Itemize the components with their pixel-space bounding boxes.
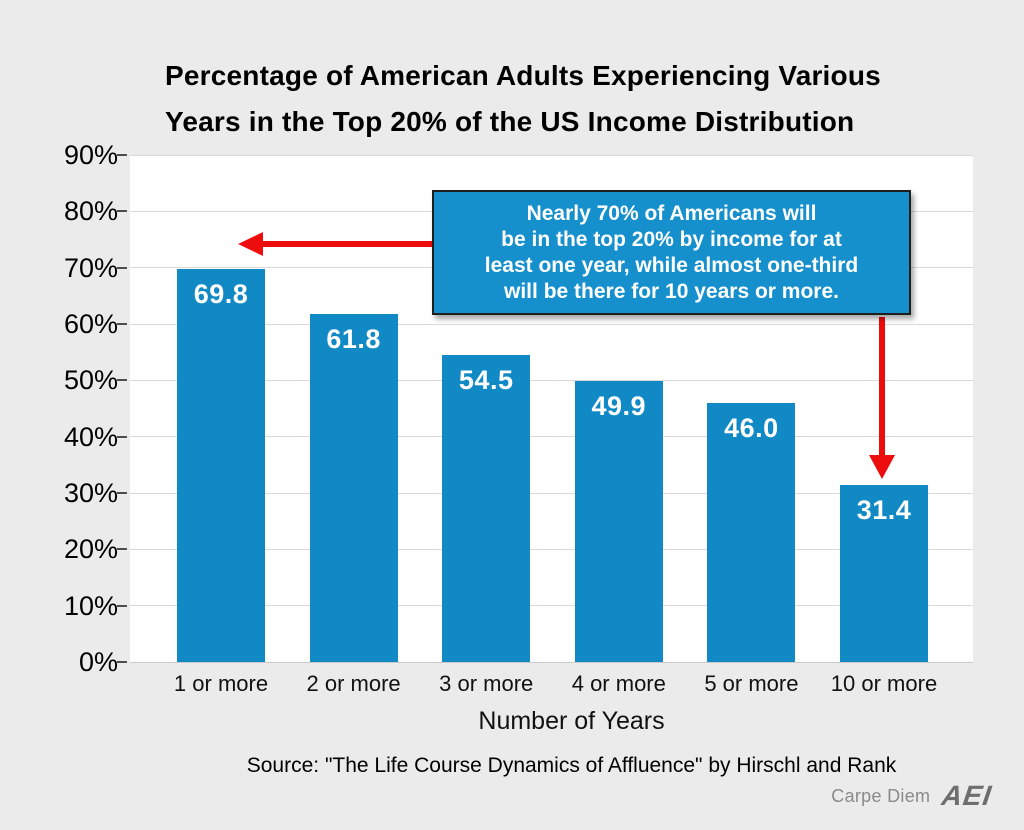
bar-value-label: 46.0 [724, 412, 779, 443]
y-tick [117, 266, 127, 269]
source-citation: Source: "The Life Course Dynamics of Aff… [246, 754, 897, 777]
x-tick-label: 5 or more [704, 671, 799, 696]
x-tick-label: 1 or more [173, 671, 269, 696]
y-tick-label: 30% [63, 478, 118, 508]
y-tick-label: 70% [63, 252, 118, 283]
y-tick [117, 661, 127, 663]
y-tick-label: 10% [63, 590, 118, 621]
annotation-arrow-left-head-icon [238, 232, 263, 256]
y-axis-labels: 0% 10% 20% 30% 40% 50% 60% 70% 80% 90% [18, 140, 118, 677]
chart-title-line-1: Percentage of American Adults Experienci… [165, 60, 881, 91]
bar-value-label: 54.5 [458, 364, 514, 395]
bar-value-label: 31.4 [856, 495, 912, 526]
annotation-arrow-left-line [262, 241, 432, 247]
y-tick [117, 435, 127, 438]
y-tick-label: 80% [63, 196, 118, 227]
y-tick [117, 154, 127, 156]
carpe-diem-label: Carpe Diem [831, 785, 931, 806]
annotation-arrow-down-line [879, 317, 885, 457]
x-tick-label: 2 or more [306, 671, 401, 696]
bar-value-label: 61.8 [326, 323, 381, 354]
chart-title-line-2: Years in the Top 20% of the US Income Di… [165, 106, 855, 137]
bar-value-label: 69.8 [193, 278, 249, 309]
bar-1: 69.8 [177, 268, 265, 662]
y-tick-label: 60% [63, 309, 118, 339]
bar-value-label: 49.9 [591, 390, 647, 421]
bar-2: 61.8 [309, 313, 398, 662]
y-tick-label: 40% [63, 421, 118, 452]
gridline [130, 492, 973, 494]
bar-6: 31.4 [840, 485, 928, 662]
gridline [130, 661, 973, 663]
x-axis-title: Number of Years [478, 707, 665, 735]
gridline [130, 323, 973, 325]
gridline [130, 379, 973, 381]
aei-logo: AEI [940, 780, 995, 811]
y-tick-label: 50% [63, 365, 118, 396]
x-tick-label: 4 or more [571, 671, 666, 696]
x-tick-label: 3 or more [439, 671, 534, 696]
bar-5: 46.0 [707, 402, 796, 662]
y-tick [117, 548, 127, 551]
annotation-box: Nearly 70% of Americans will be in the t… [432, 190, 911, 315]
x-axis-labels: 1 or more 2 or more 3 or more 4 or more 5 or… [130, 671, 973, 701]
x-tick-label: 10 or more [830, 671, 938, 696]
y-tick [117, 379, 127, 382]
y-tick [117, 210, 127, 213]
annotation-arrow-down-head-icon [869, 455, 895, 479]
chart-title: Percentage of American Adults Experienci… [165, 53, 881, 145]
bar-4: 49.9 [574, 380, 663, 662]
gridline [130, 605, 973, 607]
y-tick [117, 604, 127, 607]
gridline [130, 436, 973, 438]
y-tick [117, 492, 127, 494]
bar-3: 54.5 [442, 354, 531, 662]
y-tick-label: 20% [63, 534, 118, 565]
footer-branding: Carpe Diem AEI [831, 780, 995, 811]
y-tick-label: 90% [63, 140, 118, 170]
y-tick [117, 323, 127, 325]
gridline [130, 548, 973, 550]
gridline [130, 154, 973, 156]
y-tick-label: 0% [78, 647, 118, 677]
